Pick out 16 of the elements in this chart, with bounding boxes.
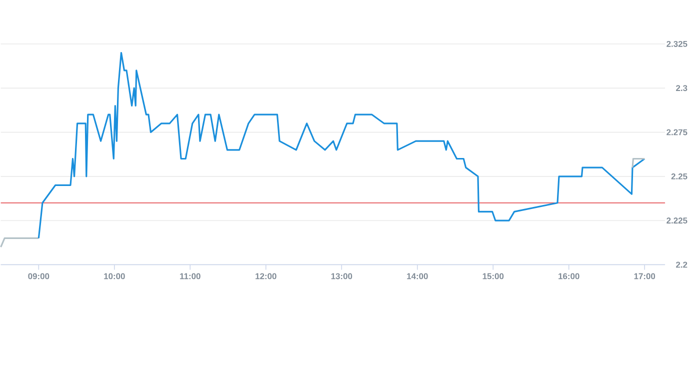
y-tick-label: 2.225 — [666, 218, 688, 224]
y-tick-label: 2.25 — [671, 174, 688, 180]
x-tick-label: 15:00 — [482, 273, 504, 280]
y-tick-label: 2.3 — [676, 85, 688, 92]
x-tick-label: 10:00 — [104, 273, 125, 280]
x-tick-label: 17:00 — [634, 273, 656, 280]
line-series — [38, 52, 646, 240]
y-tick-label: 2.2 — [676, 262, 688, 268]
y-tick-label: 2.275 — [666, 129, 688, 136]
x-tick-label: 14:00 — [407, 273, 428, 280]
x-tick-label: 09:00 — [28, 273, 50, 280]
x-tick-label: 13:00 — [331, 273, 352, 280]
x-tick-label: 16:00 — [558, 273, 580, 280]
x-tick-label: 11:00 — [180, 273, 200, 280]
x-tick-label: 12:00 — [256, 273, 276, 280]
y-tick-label: 2.325 — [666, 41, 688, 48]
